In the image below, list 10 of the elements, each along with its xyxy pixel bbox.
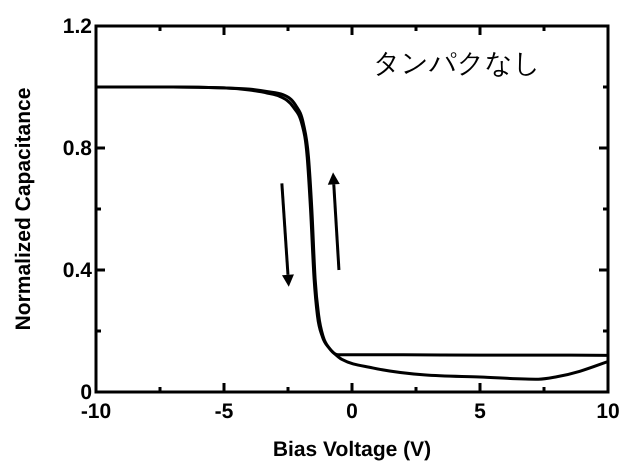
x-tick-label: 0 [346,400,358,423]
x-axis-title: Bias Voltage (V) [272,438,432,461]
annotation: タンパクなし [372,48,541,79]
y-tick-label: 1.2 [62,15,92,38]
x-tick-label: 5 [474,400,486,423]
y-axis-title: Normalized Capacitance [12,88,35,330]
y-tick-label: 0.8 [62,137,92,160]
y-tick-label: 0.4 [62,259,92,282]
x-tick-label: 10 [596,400,620,423]
x-tick-label: -5 [214,400,234,423]
